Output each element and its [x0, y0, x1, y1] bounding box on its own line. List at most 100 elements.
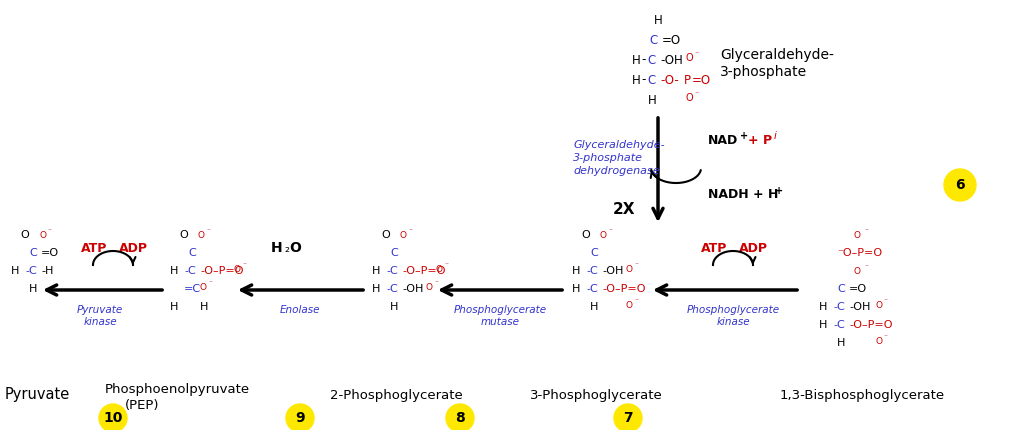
Text: H: H: [837, 338, 845, 348]
Text: 2-Phosphoglycerate: 2-Phosphoglycerate: [330, 388, 463, 402]
Text: =O: =O: [662, 34, 681, 46]
Text: kinase: kinase: [83, 317, 117, 327]
Text: =O: =O: [692, 74, 711, 86]
Text: i: i: [774, 131, 777, 141]
Text: 8: 8: [455, 411, 465, 425]
Text: H: H: [372, 266, 380, 276]
Text: O: O: [39, 230, 46, 240]
Text: +: +: [775, 186, 783, 196]
Text: H: H: [170, 266, 178, 276]
Text: -C: -C: [833, 320, 845, 330]
Text: C: C: [188, 248, 196, 258]
Text: ⁻: ⁻: [694, 89, 698, 98]
Text: ⁻: ⁻: [47, 227, 51, 236]
Text: C: C: [838, 284, 845, 294]
Text: O: O: [853, 230, 860, 240]
Text: (PEP): (PEP): [125, 399, 160, 412]
Text: O: O: [20, 230, 30, 240]
Text: O: O: [179, 230, 188, 240]
Text: =O: =O: [41, 248, 59, 258]
Text: -OH: -OH: [849, 302, 870, 312]
Text: -O–P=O: -O–P=O: [602, 284, 645, 294]
Text: H: H: [571, 266, 581, 276]
Text: mutase: mutase: [480, 317, 519, 327]
Text: O: O: [626, 301, 633, 310]
Text: H: H: [372, 284, 380, 294]
Text: -O–P=O: -O–P=O: [402, 266, 445, 276]
Text: H: H: [571, 284, 581, 294]
Text: + P: + P: [748, 133, 772, 147]
Text: Enolase: Enolase: [280, 305, 321, 315]
Text: O: O: [853, 267, 860, 276]
Text: -O–P=O: -O–P=O: [849, 320, 893, 330]
Text: -: -: [642, 74, 646, 86]
Text: ADP: ADP: [119, 242, 147, 255]
Text: O: O: [600, 230, 607, 240]
Circle shape: [99, 404, 127, 430]
Text: =C: =C: [184, 284, 201, 294]
Text: -: -: [642, 53, 646, 67]
Text: H: H: [29, 284, 37, 294]
Text: ⁻: ⁻: [208, 279, 212, 288]
Text: ⁻: ⁻: [634, 261, 638, 270]
Text: H: H: [647, 93, 656, 107]
Text: ₂: ₂: [284, 242, 289, 255]
Text: ⁻: ⁻: [242, 261, 246, 270]
Text: C: C: [29, 248, 37, 258]
Text: P: P: [684, 74, 691, 86]
Text: ⁻O–P=O: ⁻O–P=O: [837, 248, 882, 258]
Text: -OH: -OH: [660, 53, 683, 67]
Text: ⁻: ⁻: [864, 227, 868, 236]
Text: Phosphoenolpyruvate: Phosphoenolpyruvate: [105, 384, 250, 396]
Text: O: O: [400, 230, 407, 240]
Text: -C: -C: [386, 266, 397, 276]
Text: Phosphoglycerate: Phosphoglycerate: [686, 305, 779, 315]
Text: 3-Phosphoglycerate: 3-Phosphoglycerate: [530, 388, 663, 402]
Text: H: H: [632, 53, 640, 67]
Text: O: O: [198, 230, 205, 240]
Text: ⁻: ⁻: [408, 227, 412, 236]
Text: ⁻: ⁻: [694, 49, 698, 58]
Text: 2X: 2X: [613, 203, 636, 218]
Text: 10: 10: [103, 411, 123, 425]
Text: O: O: [200, 283, 207, 292]
Text: -O–P=O: -O–P=O: [200, 266, 244, 276]
Text: H: H: [11, 266, 19, 276]
Text: O: O: [582, 230, 591, 240]
Text: Pyruvate: Pyruvate: [5, 387, 71, 402]
Text: -OH: -OH: [602, 266, 624, 276]
Text: -C: -C: [386, 284, 397, 294]
Text: H: H: [390, 302, 398, 312]
Text: H: H: [170, 302, 178, 312]
Text: +: +: [740, 131, 749, 141]
Text: ⁻: ⁻: [434, 279, 438, 288]
Text: O: O: [426, 283, 433, 292]
Circle shape: [614, 404, 642, 430]
Text: NADH + H: NADH + H: [708, 188, 778, 202]
Text: ATP: ATP: [81, 242, 108, 255]
Text: -C: -C: [833, 302, 845, 312]
Text: -C: -C: [586, 266, 598, 276]
Text: -H: -H: [41, 266, 53, 276]
Text: H: H: [632, 74, 640, 86]
Text: -C: -C: [184, 266, 196, 276]
Text: Glyceraldehyde-: Glyceraldehyde-: [720, 48, 834, 62]
Text: ATP: ATP: [700, 242, 727, 255]
Text: C: C: [648, 53, 656, 67]
Text: H: H: [653, 13, 663, 27]
Text: ⁻: ⁻: [608, 227, 612, 236]
Text: ⁻: ⁻: [864, 262, 868, 271]
Text: C: C: [390, 248, 398, 258]
Text: H: H: [819, 302, 827, 312]
Text: H: H: [271, 241, 283, 255]
Circle shape: [286, 404, 314, 430]
Text: ADP: ADP: [738, 242, 768, 255]
Text: kinase: kinase: [716, 317, 750, 327]
Text: O: O: [874, 301, 882, 310]
Text: ⁻: ⁻: [206, 227, 210, 236]
Text: ⁻: ⁻: [634, 297, 638, 305]
Text: H: H: [590, 302, 598, 312]
Text: H: H: [200, 302, 208, 312]
Text: ⁻: ⁻: [444, 261, 449, 270]
Text: O: O: [382, 230, 390, 240]
